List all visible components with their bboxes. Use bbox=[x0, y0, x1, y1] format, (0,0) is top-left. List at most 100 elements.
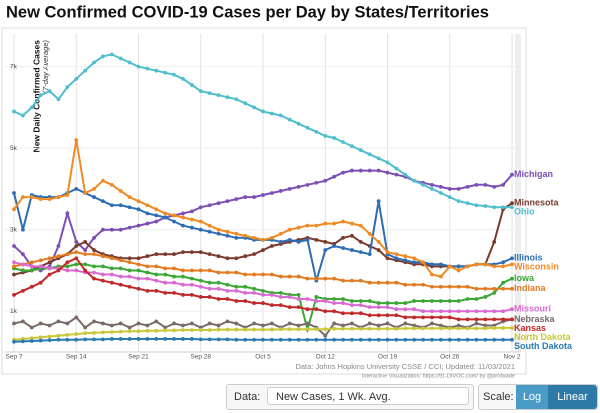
data-point bbox=[216, 337, 221, 342]
data-point bbox=[252, 195, 257, 199]
data-point bbox=[101, 264, 105, 269]
data-point bbox=[430, 284, 434, 289]
data-point bbox=[101, 337, 105, 342]
data-point bbox=[252, 337, 257, 342]
data-point bbox=[38, 280, 43, 285]
data-point bbox=[127, 329, 132, 334]
data-point bbox=[456, 337, 461, 342]
data-point bbox=[456, 317, 461, 322]
x-tick-label: Oct 19 bbox=[378, 354, 398, 361]
data-point bbox=[501, 286, 506, 291]
data-point bbox=[127, 274, 132, 279]
data-point bbox=[101, 227, 105, 232]
data-point bbox=[350, 337, 354, 342]
data-point bbox=[207, 321, 212, 326]
data-point bbox=[56, 319, 61, 324]
data-point bbox=[510, 326, 514, 330]
data-point bbox=[20, 262, 25, 267]
data-point bbox=[12, 339, 16, 344]
data-point bbox=[483, 182, 488, 187]
data-point bbox=[323, 309, 328, 314]
data-point bbox=[92, 330, 96, 335]
data-point bbox=[296, 337, 301, 342]
data-point bbox=[305, 276, 310, 281]
x-tick-label: Sep 14 bbox=[66, 354, 87, 361]
data-point bbox=[207, 203, 212, 208]
data-point bbox=[341, 140, 345, 144]
data-point bbox=[74, 250, 79, 255]
data-point bbox=[287, 321, 292, 326]
data-point bbox=[350, 326, 354, 331]
data-point bbox=[145, 337, 150, 341]
data-point bbox=[207, 268, 212, 273]
scale-control: Scale: Log Linear bbox=[478, 384, 598, 410]
data-select[interactable]: New Cases, 1 Wk. Avg. bbox=[267, 387, 469, 405]
data-point bbox=[465, 284, 470, 289]
data-point bbox=[65, 85, 70, 89]
data-point bbox=[438, 191, 443, 195]
data-point bbox=[216, 270, 221, 275]
data-point bbox=[385, 301, 390, 305]
data-point bbox=[172, 280, 176, 285]
data-point bbox=[287, 295, 292, 299]
data-point bbox=[74, 332, 79, 336]
data-point bbox=[74, 76, 79, 81]
legend-label: Michigan bbox=[514, 169, 553, 179]
data-point bbox=[189, 282, 194, 287]
data-point bbox=[314, 307, 319, 312]
data-point bbox=[430, 187, 434, 191]
legend-label: North Dakota bbox=[514, 332, 571, 342]
data-point bbox=[136, 223, 141, 228]
data-point bbox=[12, 293, 16, 297]
data-point bbox=[38, 93, 43, 98]
data-point bbox=[438, 284, 443, 289]
legend-label: Ohio bbox=[514, 207, 535, 217]
chart: New Confirmed COVID-19 Cases per Day by … bbox=[1, 3, 573, 379]
data-point bbox=[261, 248, 265, 252]
data-point bbox=[145, 66, 150, 71]
data-point bbox=[474, 337, 479, 342]
data-point bbox=[92, 235, 96, 240]
data-point bbox=[447, 195, 452, 199]
data-point bbox=[207, 91, 212, 96]
data-point bbox=[109, 272, 114, 277]
data-point bbox=[332, 321, 337, 326]
data-point bbox=[127, 225, 132, 230]
data-point bbox=[154, 288, 159, 293]
data-point bbox=[145, 211, 150, 216]
y-tick-label: 3k bbox=[10, 226, 18, 233]
data-point bbox=[287, 227, 292, 232]
x-tick-label: Oct 5 bbox=[255, 354, 271, 361]
data-point bbox=[438, 262, 443, 267]
data-point bbox=[394, 313, 399, 318]
data-point bbox=[376, 156, 381, 161]
data-point bbox=[65, 321, 70, 326]
data-point bbox=[456, 323, 461, 328]
data-point bbox=[234, 256, 239, 261]
data-point bbox=[438, 184, 443, 189]
data-point bbox=[47, 323, 52, 328]
data-point bbox=[492, 264, 497, 269]
scale-linear-button[interactable]: Linear bbox=[548, 385, 597, 409]
scale-log-button[interactable]: Log bbox=[516, 385, 548, 409]
data-point bbox=[29, 339, 34, 343]
data-point bbox=[465, 326, 470, 331]
data-point bbox=[385, 280, 390, 285]
data-point bbox=[127, 284, 132, 289]
data-point bbox=[154, 252, 159, 257]
data-point bbox=[278, 327, 283, 332]
data-point bbox=[483, 286, 488, 291]
data-point bbox=[350, 278, 354, 283]
data-point bbox=[65, 211, 70, 216]
data-point bbox=[376, 199, 381, 204]
data-point bbox=[118, 329, 123, 334]
data-point bbox=[127, 325, 132, 330]
data-point bbox=[127, 268, 132, 273]
data-point bbox=[145, 221, 150, 226]
legend-label: Illinois bbox=[514, 253, 543, 263]
data-point bbox=[332, 244, 337, 248]
data-point bbox=[47, 197, 52, 202]
data-point bbox=[198, 89, 203, 93]
data-point bbox=[430, 309, 434, 314]
data-point bbox=[474, 286, 479, 291]
